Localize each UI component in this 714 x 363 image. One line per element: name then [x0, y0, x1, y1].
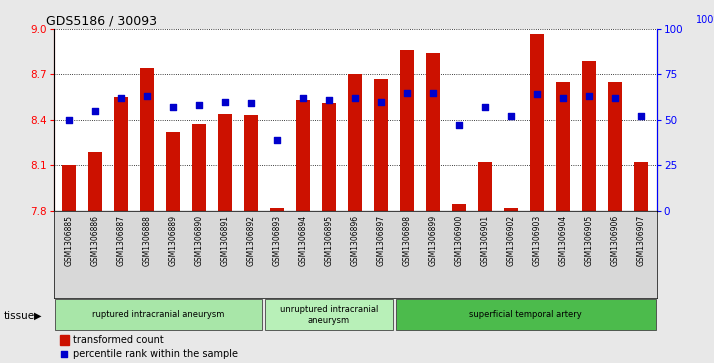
Point: [480, 104, 491, 110]
Bar: [59, 335, 69, 345]
Point: [116, 95, 127, 101]
Bar: [55, 299, 262, 330]
Text: superficial temporal artery: superficial temporal artery: [469, 310, 582, 319]
Text: GSM1306885: GSM1306885: [65, 215, 74, 266]
Bar: [556, 82, 570, 211]
Text: GSM1306897: GSM1306897: [377, 215, 386, 266]
Bar: [348, 74, 363, 211]
Text: GSM1306907: GSM1306907: [637, 215, 645, 266]
Text: GSM1306888: GSM1306888: [143, 215, 151, 266]
Bar: [530, 33, 544, 211]
Text: GSM1306891: GSM1306891: [221, 215, 230, 266]
Text: GSM1306889: GSM1306889: [169, 215, 178, 266]
Text: tissue: tissue: [4, 311, 35, 321]
Point: [349, 95, 361, 101]
Point: [506, 113, 517, 119]
Text: GSM1306886: GSM1306886: [91, 215, 100, 266]
Point: [401, 90, 413, 95]
Point: [558, 95, 569, 101]
Point: [323, 97, 335, 103]
Bar: [140, 68, 154, 211]
Bar: [452, 204, 466, 211]
Point: [610, 95, 621, 101]
Bar: [322, 103, 336, 211]
Text: GSM1306901: GSM1306901: [481, 215, 490, 266]
Text: percentile rank within the sample: percentile rank within the sample: [74, 349, 238, 359]
Point: [635, 113, 647, 119]
Text: GSM1306896: GSM1306896: [351, 215, 360, 266]
Text: GSM1306902: GSM1306902: [507, 215, 516, 266]
Text: ▶: ▶: [34, 311, 42, 321]
Bar: [634, 162, 648, 211]
Bar: [400, 50, 414, 211]
Text: GSM1306903: GSM1306903: [533, 215, 542, 266]
Text: GSM1306893: GSM1306893: [273, 215, 282, 266]
Text: 100%: 100%: [696, 15, 714, 25]
Text: GSM1306895: GSM1306895: [325, 215, 333, 266]
Text: GSM1306905: GSM1306905: [585, 215, 594, 266]
Bar: [218, 114, 232, 211]
Point: [531, 91, 543, 97]
Bar: [114, 97, 129, 211]
Text: GSM1306900: GSM1306900: [455, 215, 463, 266]
Text: GSM1306904: GSM1306904: [559, 215, 568, 266]
Point: [453, 122, 465, 128]
Text: GDS5186 / 30093: GDS5186 / 30093: [46, 15, 157, 28]
Bar: [608, 82, 623, 211]
Point: [428, 90, 439, 95]
Point: [89, 108, 101, 114]
Bar: [270, 208, 284, 211]
Bar: [582, 61, 596, 211]
Text: GSM1306906: GSM1306906: [610, 215, 620, 266]
Text: unruptured intracranial
aneurysm: unruptured intracranial aneurysm: [280, 305, 378, 325]
Text: GSM1306894: GSM1306894: [298, 215, 308, 266]
Text: GSM1306892: GSM1306892: [247, 215, 256, 266]
Bar: [244, 115, 258, 211]
Point: [583, 93, 595, 99]
Point: [141, 93, 153, 99]
Point: [168, 104, 179, 110]
Bar: [478, 162, 493, 211]
Bar: [88, 151, 102, 211]
Bar: [296, 100, 311, 211]
Text: GSM1306899: GSM1306899: [428, 215, 438, 266]
Point: [193, 102, 205, 108]
Bar: [166, 132, 181, 211]
Bar: [374, 79, 388, 211]
Point: [246, 101, 257, 106]
Bar: [265, 299, 393, 330]
Point: [271, 137, 283, 143]
Point: [376, 99, 387, 105]
Bar: [396, 299, 655, 330]
Bar: [426, 53, 441, 211]
Text: GSM1306887: GSM1306887: [116, 215, 126, 266]
Text: ruptured intracranial aneurysm: ruptured intracranial aneurysm: [92, 310, 225, 319]
Point: [64, 117, 75, 123]
Text: GSM1306890: GSM1306890: [195, 215, 203, 266]
Point: [298, 95, 309, 101]
Bar: [192, 124, 206, 211]
Point: [219, 99, 231, 105]
Point: [59, 351, 70, 357]
Bar: [504, 208, 518, 211]
Text: transformed count: transformed count: [74, 335, 164, 345]
Bar: [62, 165, 76, 211]
Text: GSM1306898: GSM1306898: [403, 215, 412, 266]
